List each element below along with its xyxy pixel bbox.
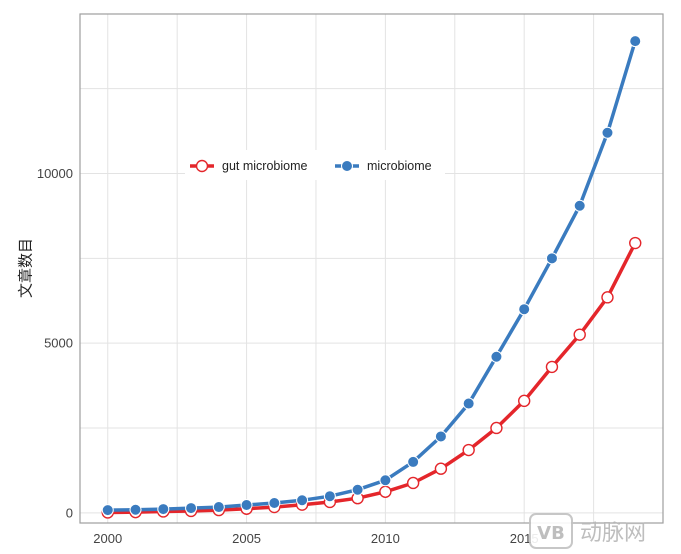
legend-marker-microbiome: [341, 160, 353, 172]
watermark-badge: [529, 513, 573, 549]
series-microbiome: [101, 35, 642, 517]
y-tick-label: 5000: [44, 336, 73, 351]
data-point-gut-microbiome: [629, 236, 642, 250]
data-point-microbiome: [379, 474, 392, 487]
data-point-microbiome: [351, 483, 364, 496]
data-point-microbiome: [296, 494, 309, 507]
data-point-gut-microbiome: [490, 421, 503, 435]
data-point-microbiome: [157, 503, 170, 516]
data-point-gut-microbiome: [462, 443, 475, 457]
data-point-microbiome: [101, 504, 114, 517]
legend: gut microbiome microbiome: [185, 150, 445, 180]
data-point-microbiome: [268, 496, 281, 509]
data-point-microbiome: [407, 455, 420, 468]
data-point-microbiome: [601, 126, 614, 139]
x-gridlines: [107, 14, 595, 523]
data-point-microbiome: [462, 397, 475, 410]
data-point-microbiome: [212, 501, 225, 514]
data-point-microbiome: [573, 199, 586, 212]
x-axis-ticks: 2000 2005 2010 2015: [93, 531, 538, 546]
plot-background: [80, 14, 663, 523]
data-point-gut-microbiome: [434, 462, 448, 475]
legend-marker-gut-microbiome: [195, 159, 209, 173]
y-tick-label: 0: [66, 505, 73, 520]
data-point-gut-microbiome: [545, 360, 559, 374]
x-tick-label: 2010: [371, 531, 400, 546]
data-point-microbiome: [545, 252, 558, 265]
watermark-badge-text: VB: [537, 523, 565, 544]
y-tick-label: 10000: [37, 166, 73, 181]
data-point-microbiome: [240, 499, 253, 512]
data-point-gut-microbiome: [573, 328, 586, 341]
data-point-gut-microbiome: [601, 291, 614, 304]
legend-label-gut-microbiome: gut microbiome: [222, 159, 307, 173]
data-point-gut-microbiome: [406, 476, 420, 490]
data-point-microbiome: [518, 303, 531, 316]
data-point-gut-microbiome: [379, 485, 392, 498]
y-axis-label: 文章数目: [17, 238, 35, 298]
data-point-microbiome: [629, 35, 642, 48]
x-tick-label: 2005: [232, 531, 261, 546]
data-point-gut-microbiome: [517, 394, 531, 408]
legend-background: [185, 150, 445, 180]
legend-label-microbiome: microbiome: [367, 159, 432, 173]
y-axis-ticks: 0 5000 10000: [37, 166, 73, 520]
data-point-microbiome: [323, 490, 336, 503]
watermark-text: 动脉网: [580, 521, 646, 546]
x-tick-label: 2000: [93, 531, 122, 546]
data-point-microbiome: [490, 350, 503, 363]
data-point-microbiome: [185, 502, 198, 515]
data-point-microbiome: [434, 430, 447, 443]
plot-frame: [79, 13, 664, 524]
series-layer: [101, 35, 642, 519]
data-point-microbiome: [129, 503, 142, 516]
watermark: VB 动脉网: [529, 513, 646, 549]
